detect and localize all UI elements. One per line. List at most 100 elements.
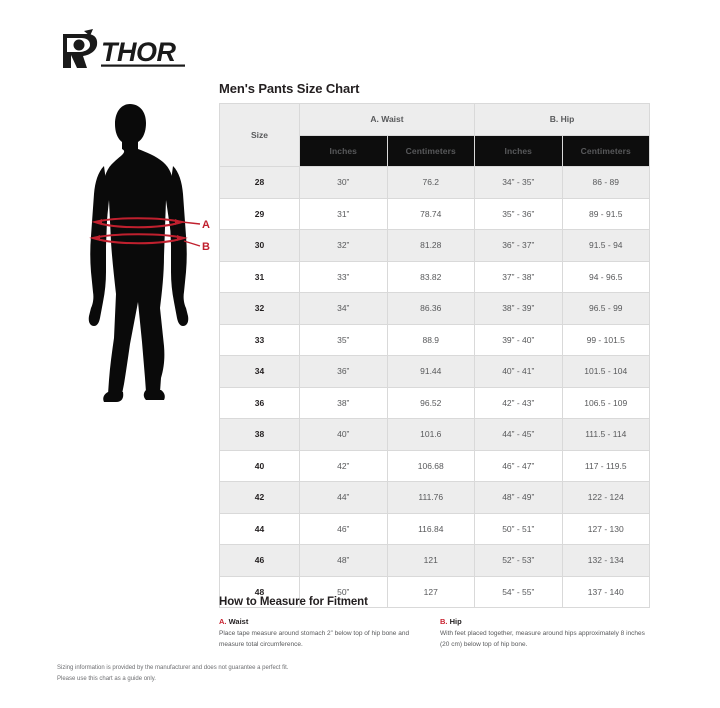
cell-waist-inches: 31” (299, 197, 388, 230)
cell-waist-centimeters: 86.36 (386, 292, 475, 325)
cell-waist-centimeters: 116.84 (386, 512, 475, 545)
cell-hip-inches: 35” - 36” (474, 197, 563, 230)
cell-hip-centimeters: 132 - 134 (561, 544, 650, 577)
cell-hip-inches: 42” - 43” (474, 386, 563, 419)
thor-helmet-icon: THOR (63, 29, 185, 68)
howto-hip-heading: B. Hip (440, 617, 650, 626)
cell-size: 44 (219, 512, 300, 545)
cell-waist-centimeters: 96.52 (386, 386, 475, 419)
cell-hip-centimeters: 111.5 - 114 (561, 418, 650, 451)
disclaimer-line-2: Please use this chart as a guide only. (57, 675, 156, 682)
cell-size: 40 (219, 449, 300, 482)
howto-waist-marker: A. (219, 617, 227, 626)
table-row: 38 40” 101.6 44” - 45” 111.5 - 114 (219, 418, 650, 451)
table-row: 32 34” 86.36 38” - 39” 96.5 - 99 (219, 292, 650, 325)
cell-waist-centimeters: 78.74 (386, 197, 475, 230)
howto-waist-name: Waist (228, 617, 249, 626)
body-silhouette-illustration: A B (88, 104, 210, 402)
cell-waist-inches: 50” (299, 575, 388, 608)
cell-waist-centimeters: 81.28 (386, 229, 475, 262)
disclaimer-line-1: Sizing information is provided by the ma… (57, 665, 289, 671)
cell-hip-centimeters: 117 - 119.5 (561, 449, 650, 482)
table-row: 36 38” 96.52 42” - 43” 106.5 - 109 (219, 386, 650, 419)
howto-waist-block: A. Waist Place tape measure around stoma… (219, 617, 429, 650)
cell-hip-inches: 40” - 41” (474, 355, 563, 388)
cell-hip-inches: 39” - 40” (474, 323, 563, 356)
cell-waist-inches: 30” (299, 166, 388, 199)
header-waist-group: A. Waist (299, 103, 475, 136)
cell-hip-centimeters: 137 - 140 (561, 575, 650, 608)
header-hip-group: B. Hip (474, 103, 650, 136)
cell-waist-centimeters: 121 (386, 544, 475, 577)
howto-hip-block: B. Hip With feet placed together, measur… (440, 617, 650, 650)
brand-logo: THOR (57, 28, 187, 72)
cell-size: 32 (219, 292, 300, 325)
cell-waist-inches: 36” (299, 355, 388, 388)
cell-size: 30 (219, 229, 300, 262)
cell-waist-inches: 42” (299, 449, 388, 482)
cell-size: 34 (219, 355, 300, 388)
cell-waist-inches: 34” (299, 292, 388, 325)
size-chart-table: Size A. Waist B. Hip Inches Centimeters … (219, 103, 650, 608)
cell-waist-inches: 38” (299, 386, 388, 419)
cell-waist-centimeters: 101.6 (386, 418, 475, 451)
table-row: 30 32” 81.28 36” - 37” 91.5 - 94 (219, 229, 650, 262)
cell-hip-inches: 37” - 38” (474, 260, 563, 293)
cell-hip-centimeters: 89 - 91.5 (561, 197, 650, 230)
cell-hip-inches: 38” - 39” (474, 292, 563, 325)
cell-waist-centimeters: 91.44 (386, 355, 475, 388)
figure-label-a: A (202, 219, 210, 231)
table-row: 29 31” 78.74 35” - 36” 89 - 91.5 (219, 197, 650, 230)
cell-waist-centimeters: 88.9 (386, 323, 475, 356)
cell-hip-inches: 34” - 35” (474, 166, 563, 199)
cell-size: 48 (219, 575, 300, 608)
cell-hip-centimeters: 106.5 - 109 (561, 386, 650, 419)
howto-waist-text: Place tape measure around stomach 2” bel… (219, 630, 410, 648)
cell-hip-inches: 52” - 53” (474, 544, 563, 577)
table-row: 33 35” 88.9 39” - 40” 99 - 101.5 (219, 323, 650, 356)
cell-waist-centimeters: 106.68 (386, 449, 475, 482)
table-row: 42 44” 111.76 48” - 49” 122 - 124 (219, 481, 650, 514)
cell-size: 29 (219, 197, 300, 230)
page-title: Men's Pants Size Chart (219, 81, 360, 96)
disclaimer: Sizing information is provided by the ma… (57, 663, 457, 684)
cell-hip-centimeters: 127 - 130 (561, 512, 650, 545)
how-to-measure-title: How to Measure for Fitment (219, 596, 368, 608)
table-row: 48 50” 127 54” - 55” 137 - 140 (219, 575, 650, 608)
cell-hip-inches: 46” - 47” (474, 449, 563, 482)
header-size: Size (219, 103, 300, 167)
cell-size: 36 (219, 386, 300, 419)
cell-waist-inches: 48” (299, 544, 388, 577)
cell-waist-inches: 46” (299, 512, 388, 545)
table-head: Size A. Waist B. Hip Inches Centimeters … (219, 103, 650, 167)
cell-waist-inches: 33” (299, 260, 388, 293)
table-row: 34 36” 91.44 40” - 41” 101.5 - 104 (219, 355, 650, 388)
howto-hip-text: With feet placed together, measure aroun… (440, 630, 645, 648)
cell-waist-centimeters: 127 (386, 575, 475, 608)
cell-waist-centimeters: 76.2 (386, 166, 475, 199)
cell-hip-centimeters: 91.5 - 94 (561, 229, 650, 262)
group-header-row: Size A. Waist B. Hip (219, 103, 650, 167)
how-to-measure-section: How to Measure for Fitment A. Waist Plac… (219, 596, 651, 650)
table-row: 28 30” 76.2 34” - 35” 86 - 89 (219, 166, 650, 199)
howto-hip-marker: B. (440, 617, 448, 626)
hip-band-b: B (89, 233, 210, 253)
body-silhouette (88, 104, 189, 402)
cell-hip-centimeters: 101.5 - 104 (561, 355, 650, 388)
cell-waist-centimeters: 83.82 (386, 260, 475, 293)
brand-wordmark: THOR (101, 37, 176, 67)
cell-size: 38 (219, 418, 300, 451)
table-row: 31 33” 83.82 37” - 38” 94 - 96.5 (219, 260, 650, 293)
cell-size: 33 (219, 323, 300, 356)
cell-size: 31 (219, 260, 300, 293)
table-row: 44 46” 116.84 50” - 51” 127 - 130 (219, 512, 650, 545)
cell-hip-centimeters: 86 - 89 (561, 166, 650, 199)
cell-waist-inches: 44” (299, 481, 388, 514)
cell-waist-inches: 32” (299, 229, 388, 262)
cell-waist-inches: 40” (299, 418, 388, 451)
cell-hip-centimeters: 122 - 124 (561, 481, 650, 514)
table-body: 28 30” 76.2 34” - 35” 86 - 89 29 31” 78.74 35” -… (219, 166, 650, 608)
waist-band-a: A (91, 217, 210, 231)
cell-hip-inches: 50” - 51” (474, 512, 563, 545)
cell-hip-centimeters: 96.5 - 99 (561, 292, 650, 325)
